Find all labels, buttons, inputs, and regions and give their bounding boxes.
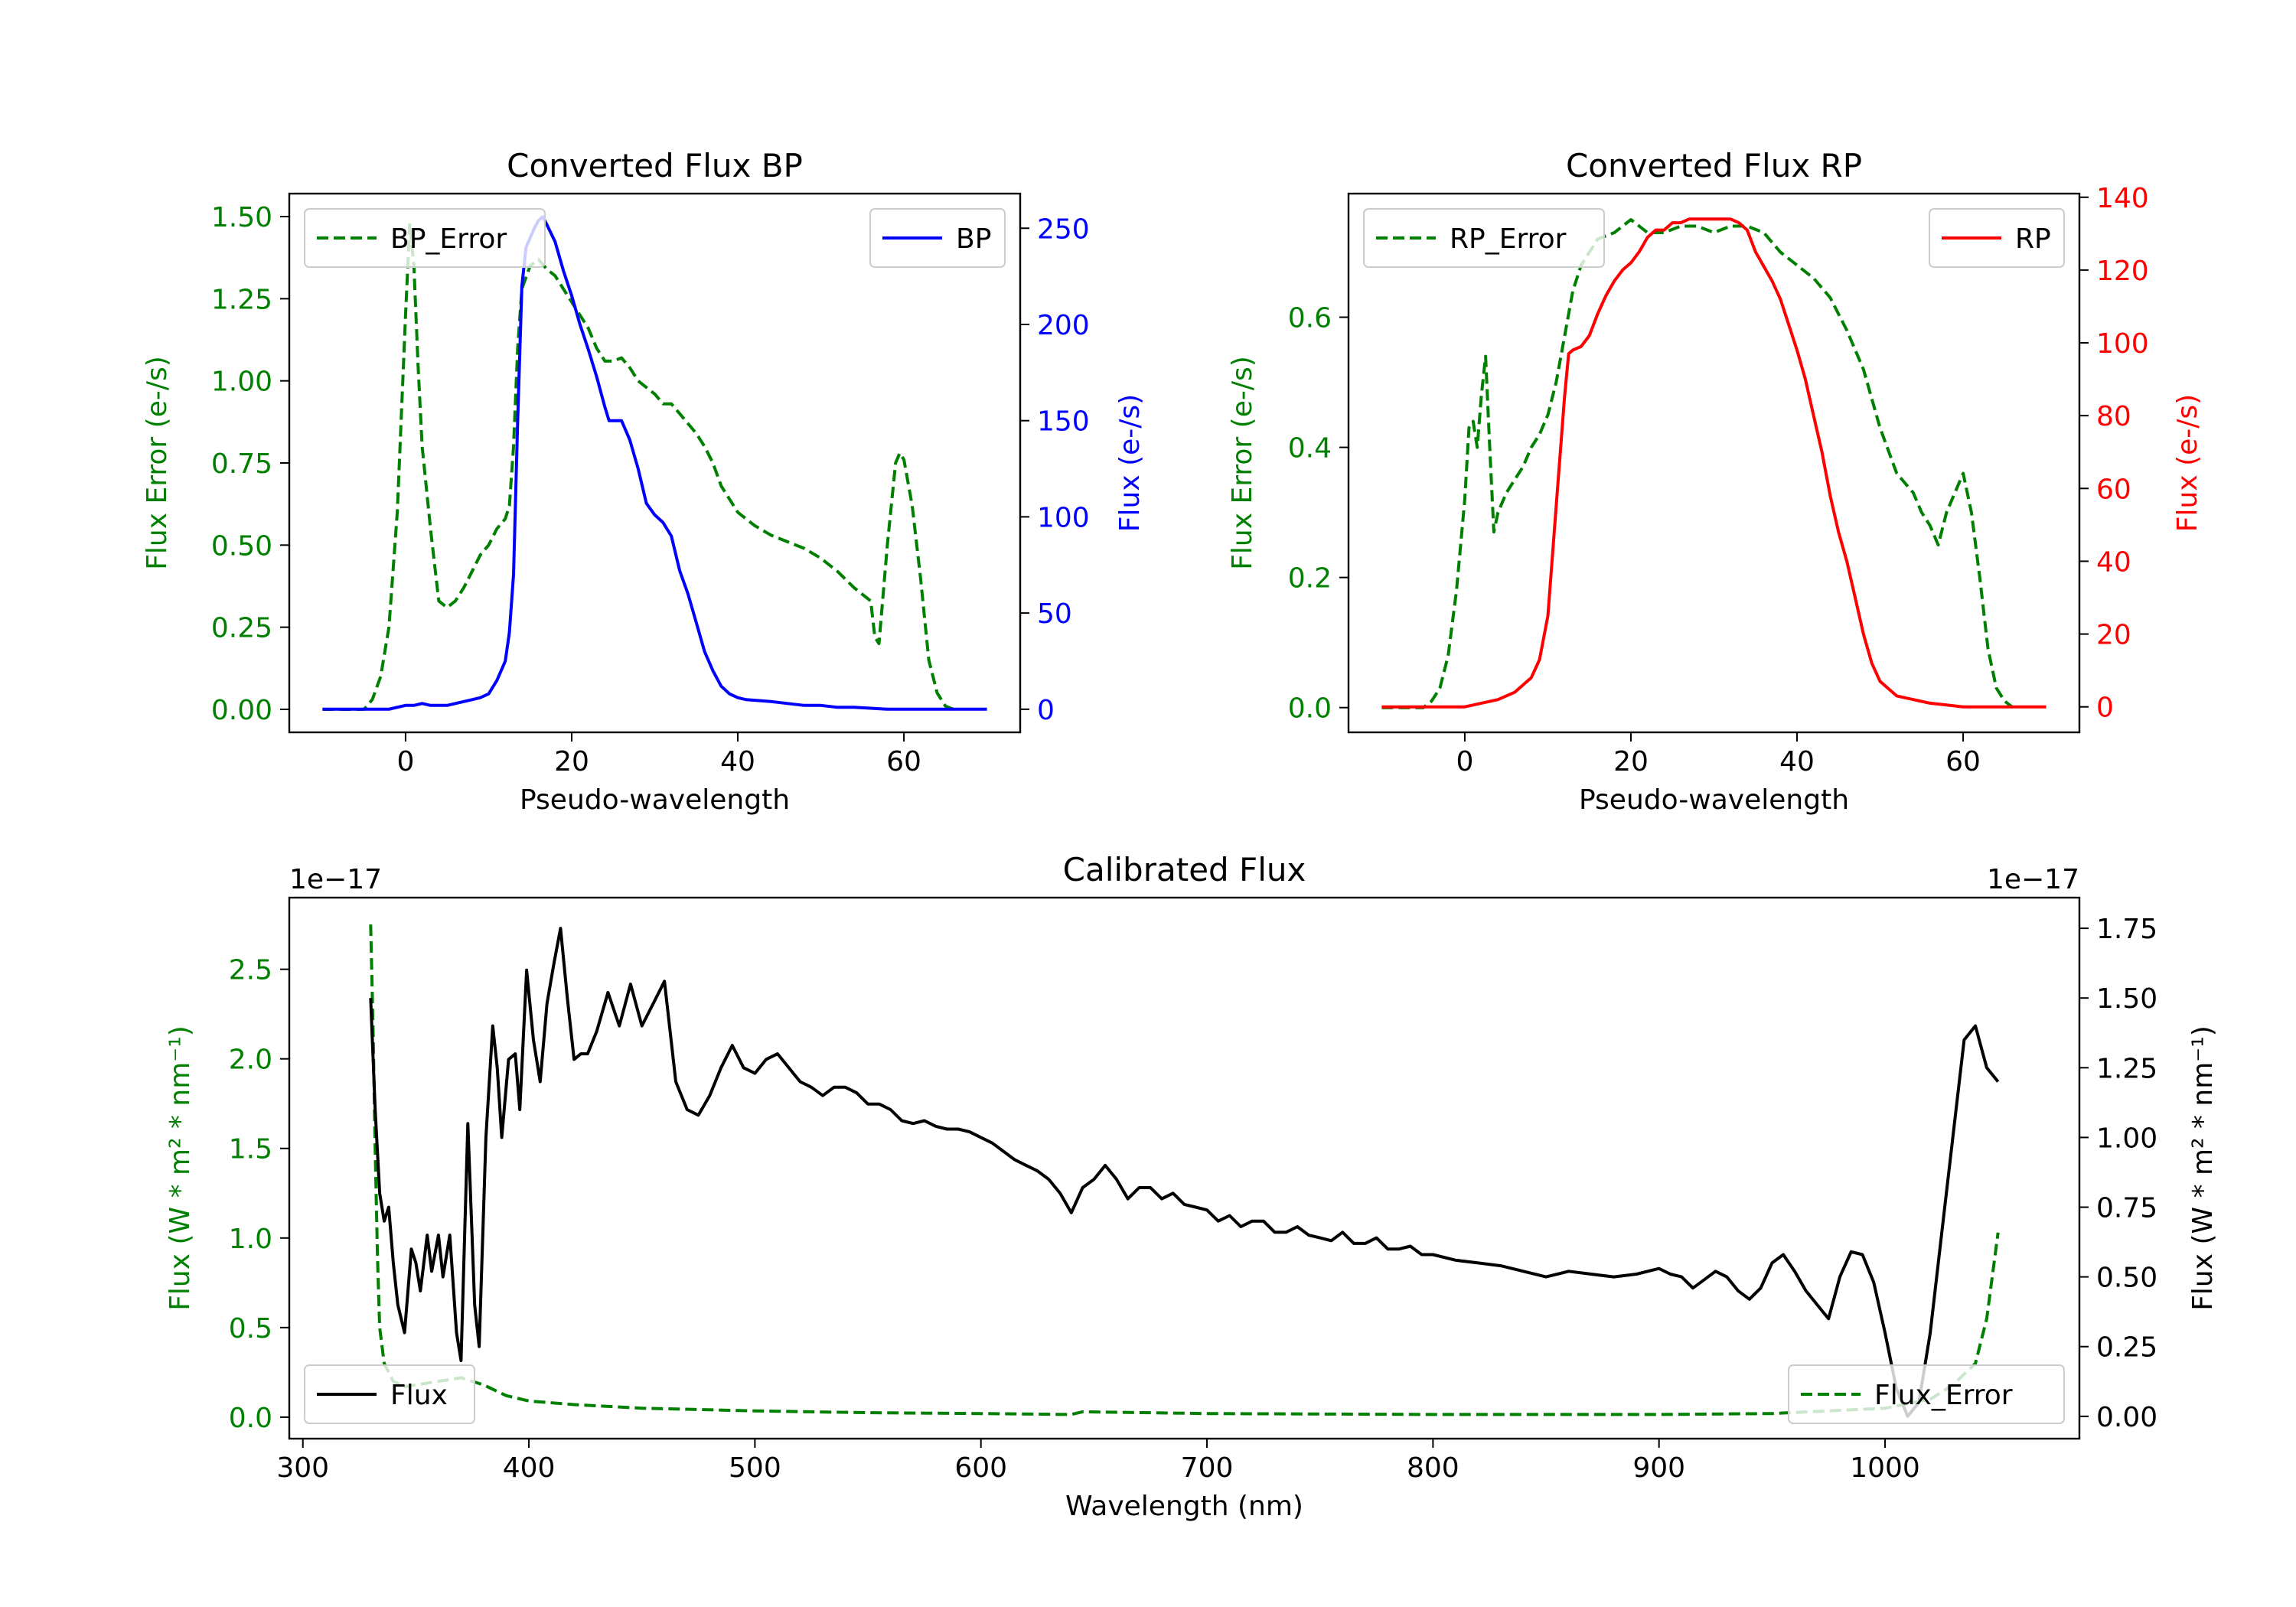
y-right-axis-label: Flux (e-/s) xyxy=(1114,394,1146,532)
x-tick-label: 40 xyxy=(720,746,755,777)
y-right-tick-label: 100 xyxy=(2096,328,2149,360)
series-line-flux-error xyxy=(369,924,2000,1416)
legend-right: Flux_Error xyxy=(1788,1364,2065,1424)
y-right-tick-label: 100 xyxy=(1037,502,1090,533)
y-left-tick-label: 2.5 xyxy=(229,955,272,986)
legend-box xyxy=(1363,208,1605,268)
legend-label: RP_Error xyxy=(1450,223,1567,255)
chart-title: Converted Flux BP xyxy=(507,147,803,184)
series-line-rp xyxy=(1381,217,2047,709)
y-right-axis-label: Flux (W * m² * nm⁻¹) xyxy=(2187,1025,2219,1311)
x-tick-label: 60 xyxy=(1945,746,1981,777)
y-left-tick-label: 0.00 xyxy=(211,695,272,726)
series-line-bp xyxy=(322,215,987,711)
y-left-tick-label: 0.0 xyxy=(1288,693,1332,725)
y-right-tick-label: 0.00 xyxy=(2096,1402,2157,1433)
y-right-tick-label: 150 xyxy=(1037,406,1090,438)
chart-panel-2: 0 20 40 60 0.0 0.2 0.4 0.6 0 20 40 60 80 100 120 140 Con… xyxy=(1227,147,2203,816)
chart-panel-3: 300 400 500 600 700 800 900 1000 0.0 0.5 1.0 1.5 2.0… xyxy=(165,851,2219,1522)
legend-left: Flux xyxy=(304,1364,475,1424)
y-right-tick-label: 1.25 xyxy=(2096,1053,2157,1084)
x-axis-label: Wavelength (nm) xyxy=(1065,1491,1303,1522)
legend-label: BP xyxy=(956,223,991,255)
y-left-tick-label: 0.6 xyxy=(1288,303,1332,334)
x-tick-label: 900 xyxy=(1632,1452,1685,1484)
y-right-tick-label: 0 xyxy=(1037,695,1055,726)
x-tick-label: 60 xyxy=(886,746,921,777)
y-left-tick-label: 0.2 xyxy=(1288,563,1332,595)
y-right-tick-label: 80 xyxy=(2096,401,2131,432)
legend-label: RP xyxy=(2015,223,2051,255)
y-left-tick-label: 0.5 xyxy=(229,1313,272,1345)
legend-label: Flux_Error xyxy=(1874,1380,2013,1411)
y-right-tick-label: 1.75 xyxy=(2096,914,2157,945)
y-left-tick-label: 1.25 xyxy=(211,284,272,315)
y-left-tick-label: 0.50 xyxy=(211,530,272,562)
y-left-tick-label: 1.5 xyxy=(229,1134,272,1165)
legend-right: BP xyxy=(869,208,1006,268)
y-right-tick-label: 60 xyxy=(2096,474,2131,505)
x-tick-label: 800 xyxy=(1407,1452,1459,1484)
y-right-offset-text: 1e−17 xyxy=(1987,864,2079,895)
series-line-rp-error xyxy=(1381,218,2014,709)
legend-label: BP_Error xyxy=(390,223,507,255)
series-line-flux xyxy=(369,927,2000,1418)
x-tick-label: 20 xyxy=(554,746,589,777)
y-left-axis-label: Flux Error (e-/s) xyxy=(142,356,173,570)
y-left-tick-label: 0.0 xyxy=(229,1403,272,1434)
x-axis-label: Pseudo-wavelength xyxy=(1579,784,1849,816)
y-right-tick-label: 1.50 xyxy=(2096,983,2157,1015)
x-tick-label: 300 xyxy=(276,1452,329,1484)
y-left-tick-label: 1.50 xyxy=(211,202,272,233)
legend-box xyxy=(1788,1364,2065,1424)
x-tick-label: 0 xyxy=(1456,746,1473,777)
legend-right: RP xyxy=(1929,208,2065,268)
y-right-tick-label: 0.50 xyxy=(2096,1263,2157,1294)
y-left-tick-label: 0.75 xyxy=(211,448,272,480)
chart-title: Converted Flux RP xyxy=(1566,147,1862,184)
y-left-tick-label: 0.4 xyxy=(1288,433,1332,464)
y-right-tick-label: 0 xyxy=(2096,693,2114,724)
y-left-axis-label: Flux Error (e-/s) xyxy=(1227,356,1258,570)
legend-box xyxy=(304,1364,475,1424)
y-right-tick-label: 200 xyxy=(1037,310,1090,341)
chart-title: Calibrated Flux xyxy=(1063,851,1306,888)
y-right-tick-label: 120 xyxy=(2096,256,2149,287)
x-tick-label: 0 xyxy=(396,746,414,777)
y-right-tick-label: 250 xyxy=(1037,214,1090,245)
y-left-tick-label: 1.00 xyxy=(211,367,272,398)
x-tick-label: 40 xyxy=(1779,746,1815,777)
legend-box xyxy=(304,208,546,268)
legend-left: RP_Error xyxy=(1363,208,1605,268)
axes-frame xyxy=(1347,192,2081,734)
y-left-axis-label: Flux (W * m² * nm⁻¹) xyxy=(165,1025,196,1311)
x-tick-label: 1000 xyxy=(1850,1452,1920,1484)
legend-left: BP_Error xyxy=(304,208,546,268)
y-right-tick-label: 50 xyxy=(1037,598,1072,630)
axes-frame xyxy=(288,896,2081,1440)
y-left-tick-label: 0.25 xyxy=(211,613,272,644)
x-tick-label: 400 xyxy=(503,1452,556,1484)
y-left-offset-text: 1e−17 xyxy=(289,864,382,895)
x-tick-label: 600 xyxy=(954,1452,1007,1484)
series-line-bp-error xyxy=(322,221,954,711)
x-axis-label: Pseudo-wavelength xyxy=(520,784,790,816)
y-right-tick-label: 40 xyxy=(2096,546,2131,578)
y-right-tick-label: 140 xyxy=(2096,183,2149,214)
y-right-tick-label: 0.25 xyxy=(2096,1332,2157,1364)
x-tick-label: 20 xyxy=(1613,746,1649,777)
y-left-tick-label: 1.0 xyxy=(229,1224,272,1255)
x-tick-label: 500 xyxy=(729,1452,781,1484)
y-right-tick-label: 20 xyxy=(2096,620,2131,651)
y-right-axis-label: Flux (e-/s) xyxy=(2172,394,2203,532)
chart-panel-1: 0 20 40 60 0.00 0.25 0.50 0.75 1.00 1.25 1.50 0 50 10… xyxy=(142,147,1146,816)
legend-label: Flux xyxy=(390,1380,448,1411)
y-left-tick-label: 2.0 xyxy=(229,1045,272,1076)
y-right-tick-label: 1.00 xyxy=(2096,1123,2157,1154)
y-right-tick-label: 0.75 xyxy=(2096,1193,2157,1224)
x-tick-label: 700 xyxy=(1181,1452,1234,1484)
